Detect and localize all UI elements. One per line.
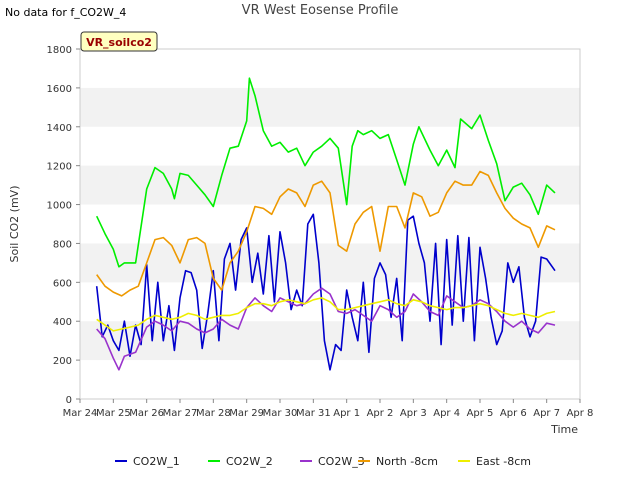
legend-label-co2w-1: CO2W_1	[133, 455, 180, 468]
grid-band	[80, 321, 580, 361]
x-tick-label: Mar 27	[163, 408, 198, 419]
x-tick-label: Apr 4	[433, 408, 460, 419]
legend-label-north-8cm: North -8cm	[376, 455, 438, 468]
x-tick-label: Mar 25	[96, 408, 131, 419]
series-line-co2w-2	[95, 77, 556, 268]
y-tick-label: 1000	[47, 201, 72, 212]
chart-title: VR West Eosense Profile	[241, 3, 399, 18]
grid-band	[80, 87, 580, 127]
x-tick-label: Apr 8	[567, 408, 594, 419]
x-tick-label: Mar 30	[263, 408, 298, 419]
grid-band	[80, 165, 580, 205]
x-tick-label: Apr 2	[367, 408, 394, 419]
legend-label-east-8cm: East -8cm	[476, 455, 531, 468]
annotation-box	[80, 31, 158, 52]
grid-band	[80, 243, 580, 283]
y-tick-label: 400	[53, 317, 72, 328]
x-tick-label: Apr 5	[467, 408, 494, 419]
y-tick-label: 600	[53, 278, 72, 289]
legend-label-co2w-3: CO2W_3	[318, 455, 365, 468]
annotation-label: VR_soilco2	[86, 36, 152, 49]
x-tick-label: Apr 7	[533, 408, 560, 419]
plot-frame	[79, 48, 581, 400]
x-axis-label: Time	[550, 423, 578, 436]
series-line-east-8cm	[96, 297, 556, 332]
y-tick-label: 1200	[47, 162, 72, 173]
series-line-north-8cm	[96, 170, 556, 297]
x-tick-label: Mar 24	[63, 408, 98, 419]
x-tick-label: Apr 1	[333, 408, 360, 419]
y-tick-label: 200	[53, 356, 72, 367]
x-tick-label: Mar 29	[229, 408, 264, 419]
x-tick-label: Apr 3	[400, 408, 427, 419]
y-tick-label: 1800	[47, 45, 72, 56]
y-tick-label: 1600	[47, 84, 72, 95]
legend-label-co2w-2: CO2W_2	[226, 455, 273, 468]
no-data-message: No data for f_CO2W_4	[5, 6, 127, 19]
y-tick-label: 800	[53, 239, 72, 250]
x-tick-label: Mar 31	[296, 408, 331, 419]
x-tick-label: Mar 28	[196, 408, 231, 419]
y-tick-label: 0	[66, 395, 72, 406]
x-tick-label: Apr 6	[500, 408, 527, 419]
series-line-co2w-1	[95, 213, 556, 371]
x-tick-label: Mar 26	[129, 408, 164, 419]
y-axis-label: Soil CO2 (mV)	[8, 186, 21, 263]
y-tick-label: 1400	[47, 123, 72, 134]
series-line-co2w-3	[96, 287, 556, 371]
